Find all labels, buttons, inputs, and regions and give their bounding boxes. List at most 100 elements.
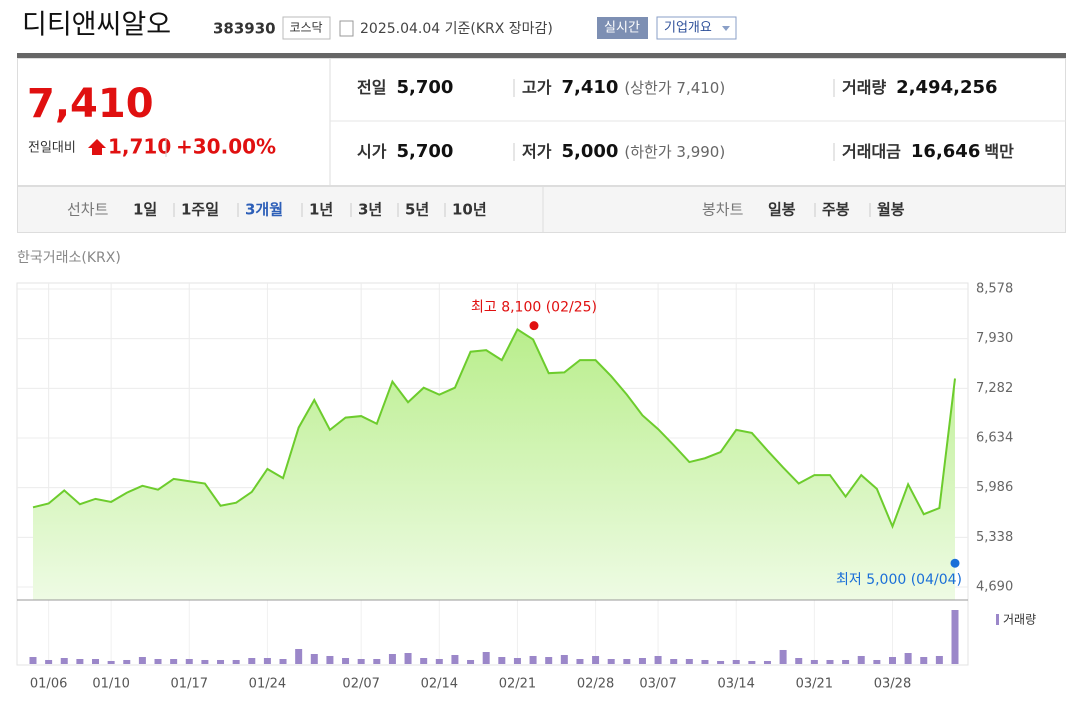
volume-bar (295, 648, 303, 664)
y-tick-label: 6,634 (976, 431, 1013, 446)
summary-item: 저가 5,000 (하한가 3,990) (522, 141, 725, 162)
volume-bar (170, 658, 178, 664)
volume-bar (592, 655, 600, 664)
volume-bar (232, 659, 240, 664)
volume-bar (888, 657, 896, 664)
summary-box (17, 58, 1066, 186)
market-text: 코스닥 (289, 21, 322, 35)
y-tick-label: 7,282 (976, 381, 1013, 396)
x-tick-label: 01/17 (171, 677, 208, 692)
stock-code: 383930 (213, 20, 276, 38)
plot-frame (16, 282, 969, 666)
y-tick-label: 7,930 (976, 331, 1013, 346)
volume-bar (217, 659, 225, 664)
volume-bar (717, 660, 725, 664)
x-tick-label: 01/10 (92, 677, 129, 692)
realtime-text[interactable]: 실시간 (604, 21, 640, 36)
period-tab[interactable]: 3년 (358, 201, 382, 219)
candle-tab[interactable]: 주봉 (822, 201, 850, 219)
annotation-text: 최저 5,000 (04/04) (836, 572, 962, 588)
item-value: 2,494,256 (896, 77, 997, 98)
current-price: 7,410 (27, 81, 154, 127)
volume-bar (185, 658, 193, 664)
period-tab[interactable]: 5년 (405, 201, 429, 219)
volume-bar (623, 658, 631, 664)
change-rate: +30.00% (176, 135, 276, 159)
legend-swatch (996, 614, 999, 625)
x-tick-label: 03/28 (874, 677, 911, 692)
volume-bar (685, 658, 693, 664)
volume-bar (842, 659, 850, 664)
period-tab[interactable]: 10년 (452, 201, 487, 219)
volume-bar (857, 655, 865, 664)
market-badge (282, 16, 331, 40)
volume-bar (795, 658, 803, 664)
item-unit: 백만 (984, 142, 1014, 161)
volume-bar (607, 658, 615, 664)
y-tick-label: 4,690 (976, 580, 1013, 595)
volume-bar (60, 658, 68, 664)
volume-bar (701, 659, 709, 664)
annotation-dot (529, 321, 539, 331)
volume-bar (482, 652, 490, 664)
item-label: 저가 (522, 142, 552, 161)
volume-bar (826, 659, 834, 664)
volume-bar (951, 610, 959, 664)
realtime-button[interactable] (597, 17, 648, 39)
volume-bar (779, 649, 787, 664)
price-area (33, 329, 955, 600)
summary-item: 거래량 2,494,256 (842, 77, 998, 98)
item-label: 거래량 (842, 78, 886, 97)
volume-bar (107, 660, 115, 664)
y-tick-label: 8,578 (976, 282, 1013, 297)
item-note: (하한가 3,990) (624, 143, 725, 161)
volume-bar (748, 660, 756, 664)
tab-title: 봉차트 (702, 201, 744, 219)
volume-bar (467, 659, 475, 664)
volume-bar (873, 659, 881, 664)
volume-bar (904, 653, 912, 664)
candle-tab[interactable]: 월봉 (877, 201, 905, 219)
annotation-dot (950, 558, 960, 568)
period-tab[interactable]: 1주일 (181, 201, 219, 219)
volume-bar (263, 658, 271, 664)
volume-bar (451, 654, 459, 664)
volume-bar (248, 658, 256, 664)
item-label: 전일 (357, 78, 386, 97)
volume-bar (670, 658, 678, 664)
company-button[interactable] (656, 16, 737, 40)
summary-item: 고가 7,410 (상한가 7,410) (522, 77, 725, 98)
item-label: 거래대금 (842, 142, 901, 161)
price-line (32, 328, 956, 530)
volume-bar (138, 657, 146, 664)
company-text[interactable]: 기업개요 (664, 21, 712, 36)
summary-item: 전일 5,700 (357, 77, 453, 98)
summary-item: 거래대금 16,646 백만 (842, 141, 1014, 162)
volume-bar (420, 658, 428, 664)
volume-bar (357, 658, 365, 664)
volume-bar (388, 653, 396, 664)
volume-bar (529, 655, 537, 664)
volume-bar (279, 658, 287, 664)
source: 한국거래소(KRX) (17, 250, 121, 266)
volume-bar (763, 660, 771, 664)
volume-bar (498, 657, 506, 664)
period-tab[interactable]: 3개월 (245, 201, 283, 219)
volume-bar (310, 653, 318, 664)
volume-bar (513, 658, 521, 664)
candle-tab[interactable]: 일봉 (768, 201, 796, 219)
item-value: 16,646 (911, 141, 980, 162)
change-label: 전일대비 (28, 141, 76, 156)
change-amount: 1,710 (108, 135, 171, 159)
volume-bar (201, 659, 209, 664)
period-tab[interactable]: 1년 (309, 201, 333, 219)
volume-bar (404, 653, 412, 664)
y-tick-label: 5,986 (976, 480, 1013, 495)
volume-bar (326, 655, 334, 664)
period-tab[interactable]: 1일 (133, 201, 157, 219)
volume-bar (373, 658, 381, 664)
calendar-icon (339, 20, 354, 37)
volume-bar (123, 659, 131, 664)
